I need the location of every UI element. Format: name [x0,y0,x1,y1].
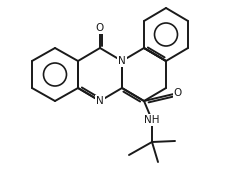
Text: N: N [96,96,104,106]
Text: O: O [174,88,182,98]
Text: NH: NH [144,115,160,125]
Text: N: N [118,56,126,66]
Text: O: O [96,23,104,33]
